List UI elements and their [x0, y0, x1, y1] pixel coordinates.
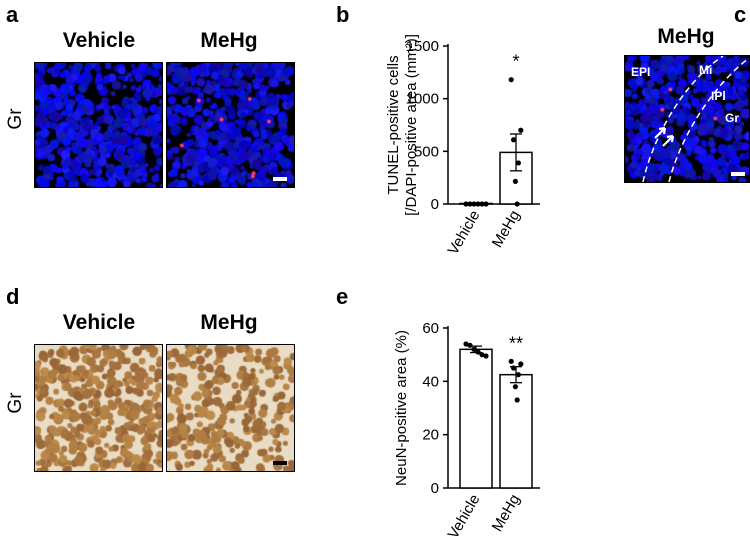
- data-point: [463, 201, 469, 207]
- y-axis-label: TUNEL-positive cells: [385, 55, 402, 194]
- category-label: MeHg: [489, 492, 524, 535]
- data-point: [467, 342, 473, 348]
- layer-boundary-inner: [668, 57, 749, 182]
- layer-label-epi: EPI: [631, 65, 650, 79]
- data-point: [515, 372, 521, 378]
- y-tick-label: 1500: [406, 38, 439, 55]
- y-tick-label: 40: [422, 373, 439, 390]
- panel-a-row-label: Gr: [5, 108, 26, 130]
- scale-bar: [273, 461, 287, 465]
- bar: [499, 373, 533, 489]
- layer-overlay: EPI Mi IPl Gr: [631, 56, 749, 182]
- scale-bar: [273, 177, 287, 181]
- panel-d-title-mehg: MeHg: [200, 311, 258, 334]
- data-point: [467, 201, 473, 207]
- data-point: [479, 352, 485, 358]
- y-tick-label: 1000: [406, 91, 439, 108]
- data-point: [511, 137, 517, 143]
- category-label: MeHg: [489, 208, 524, 251]
- significance-marker: *: [512, 52, 519, 72]
- category-label: Vehicle: [445, 492, 484, 542]
- y-tick-label: 20: [422, 427, 439, 444]
- data-point: [518, 127, 524, 133]
- y-tick-label: 0: [431, 480, 439, 497]
- y-tick-label: 60: [422, 320, 439, 337]
- micrograph-a-mehg: [166, 62, 295, 188]
- y-tick-label: 500: [414, 143, 439, 160]
- arrow-icon: [654, 126, 667, 139]
- y-tick-label: 0: [431, 196, 439, 213]
- scale-bar: [731, 172, 745, 176]
- panel-letter-c: c: [734, 2, 747, 27]
- data-point: [514, 397, 520, 403]
- panel-letter-d: d: [6, 284, 20, 309]
- data-point: [508, 77, 514, 83]
- panel-d-title-vehicle: Vehicle: [62, 311, 136, 334]
- data-point: [463, 341, 469, 347]
- y-axis-label-line2: [/DAPI-positive area (mm²)]: [403, 34, 420, 216]
- panel-letter-b: b: [336, 2, 350, 27]
- significance-marker: **: [509, 333, 523, 353]
- data-point: [518, 361, 524, 367]
- data-point: [479, 201, 485, 207]
- data-point: [471, 201, 477, 207]
- data-point: [483, 353, 489, 359]
- chart-e: 0 20 40 60 Vehicle ** MeHg NeuN-positive area (…: [393, 320, 540, 542]
- data-point: [512, 384, 518, 390]
- layer-label-ipl: IPl: [711, 89, 726, 103]
- data-point: [475, 201, 481, 207]
- data-point: [475, 349, 481, 355]
- data-point: [508, 358, 514, 364]
- y-axis-label: NeuN-positive area (%): [393, 330, 410, 486]
- micrograph-c-mehg: EPI Mi IPl Gr: [624, 55, 750, 183]
- data-point: [483, 201, 489, 207]
- panel-letter-a: a: [6, 2, 19, 27]
- panel-a-title-vehicle: Vehicle: [62, 29, 136, 52]
- data-point: [511, 365, 517, 371]
- layer-label-mi: Mi: [699, 63, 712, 77]
- panel-letter-e: e: [336, 284, 349, 309]
- layer-label-gr: Gr: [725, 111, 739, 125]
- data-point: [471, 346, 477, 352]
- panel-d-row-label: Gr: [5, 392, 26, 414]
- data-point: [512, 178, 518, 184]
- micrograph-d-vehicle: [34, 344, 163, 472]
- micrograph-d-mehg: [166, 344, 295, 472]
- micrograph-a-vehicle: [34, 62, 163, 188]
- arrow-icon: [662, 134, 675, 147]
- data-point: [515, 160, 521, 166]
- data-point: [514, 201, 520, 207]
- panel-a-title-mehg: MeHg: [200, 29, 258, 52]
- category-label: Vehicle: [445, 208, 484, 258]
- bar: [459, 348, 493, 489]
- chart-b: 0 500 1000 1500 Vehicle * MeHg TUNEL-positive c…: [385, 34, 540, 258]
- panel-c-title: MeHg: [657, 25, 715, 48]
